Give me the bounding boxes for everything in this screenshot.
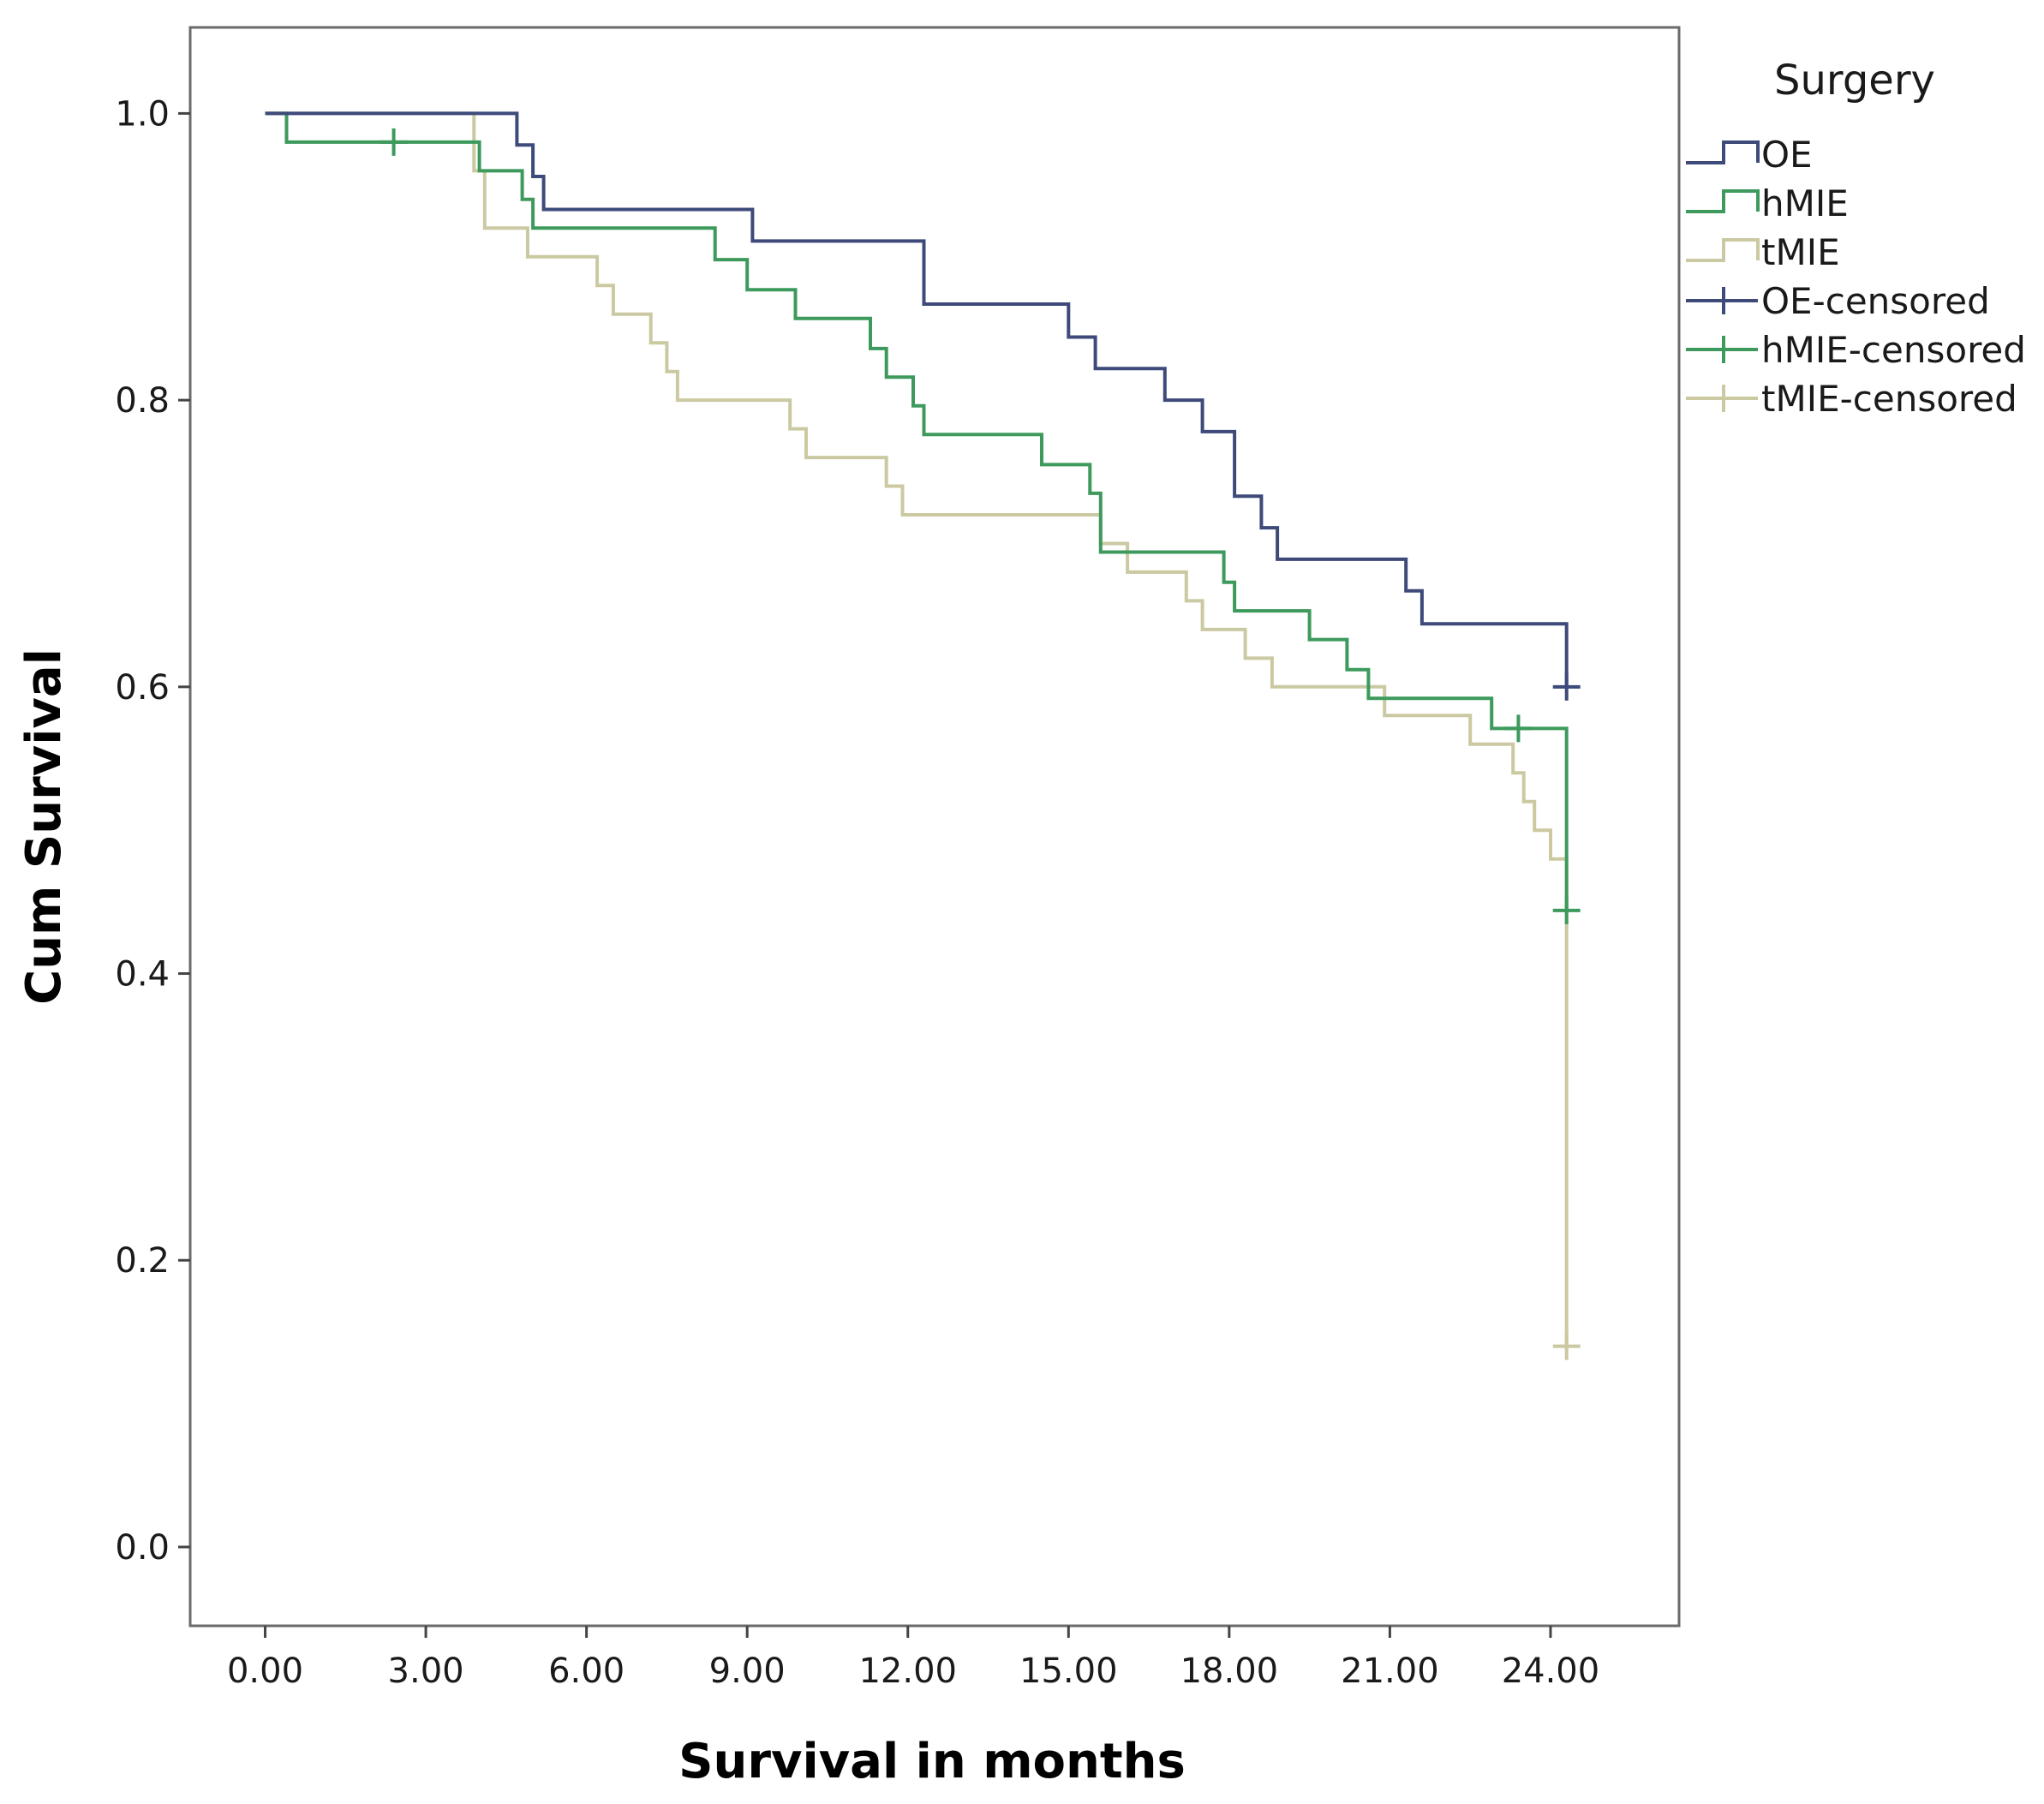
legend-label: OE-censored [1761, 280, 1990, 322]
legend-swatch [1686, 238, 1760, 262]
plot-frame [188, 26, 1681, 1628]
x-tick-label: 0.00 [227, 1652, 303, 1691]
y-tick-label: 0.4 [115, 955, 170, 995]
x-tick-label: 21.00 [1341, 1652, 1439, 1691]
censor-mark-hmie [1552, 896, 1581, 924]
legend-item-tmie-censored: tMIE-censored [1686, 378, 2017, 420]
legend-swatch [1686, 189, 1760, 213]
y-tick-label: 0.6 [115, 668, 170, 708]
x-tick-label: 6.00 [548, 1652, 625, 1691]
legend-label: tMIE-censored [1761, 378, 2017, 420]
y-tick-label: 0.0 [115, 1528, 170, 1568]
y-axis-title: Cum Survival [16, 648, 72, 1005]
series-layer [265, 111, 1581, 1360]
y-tick-label: 1.0 [115, 94, 170, 134]
legend-item-oe: OE [1686, 134, 1813, 176]
legend-item-hmie-censored: hMIE-censored [1686, 329, 2026, 371]
x-tick-label: 24.00 [1502, 1652, 1600, 1691]
censor-mark-tmie [1552, 1332, 1581, 1360]
x-tick-label: 15.00 [1019, 1652, 1118, 1691]
x-axis-title: Survival in months [678, 1734, 1186, 1789]
legend-swatch [1686, 140, 1760, 164]
legend-label: OE [1761, 134, 1813, 176]
x-tick-label: 18.00 [1180, 1652, 1279, 1691]
x-tick-label: 12.00 [858, 1652, 957, 1691]
censor-mark-hmie [1504, 714, 1533, 743]
y-tick-label: 0.8 [115, 381, 170, 421]
legend: Surgery OE hMIE tMIE OE-censored hMIE-censor… [1686, 57, 2026, 420]
censor-mark-hmie [380, 128, 408, 156]
series-line-hmie [265, 111, 1569, 911]
legend-item-tmie: tMIE [1686, 231, 1840, 273]
legend-item-hmie: hMIE [1686, 182, 1849, 224]
x-tick-label: 3.00 [388, 1652, 464, 1691]
x-tick-label: 9.00 [709, 1652, 786, 1691]
axis-layer: 0.00 3.00 6.00 9.00 12.00 15.00 18.00 21.00 24.0… [115, 94, 1599, 1691]
legend-label: hMIE [1761, 182, 1849, 224]
legend-label: hMIE-censored [1761, 329, 2026, 371]
censor-mark-oe [1552, 672, 1581, 701]
y-tick-label: 0.2 [115, 1241, 170, 1281]
series-line-oe [265, 111, 1569, 687]
legend-item-oe-censored: OE-censored [1686, 280, 1990, 322]
legend-label: tMIE [1761, 231, 1840, 273]
legend-title: Surgery [1774, 57, 1935, 105]
